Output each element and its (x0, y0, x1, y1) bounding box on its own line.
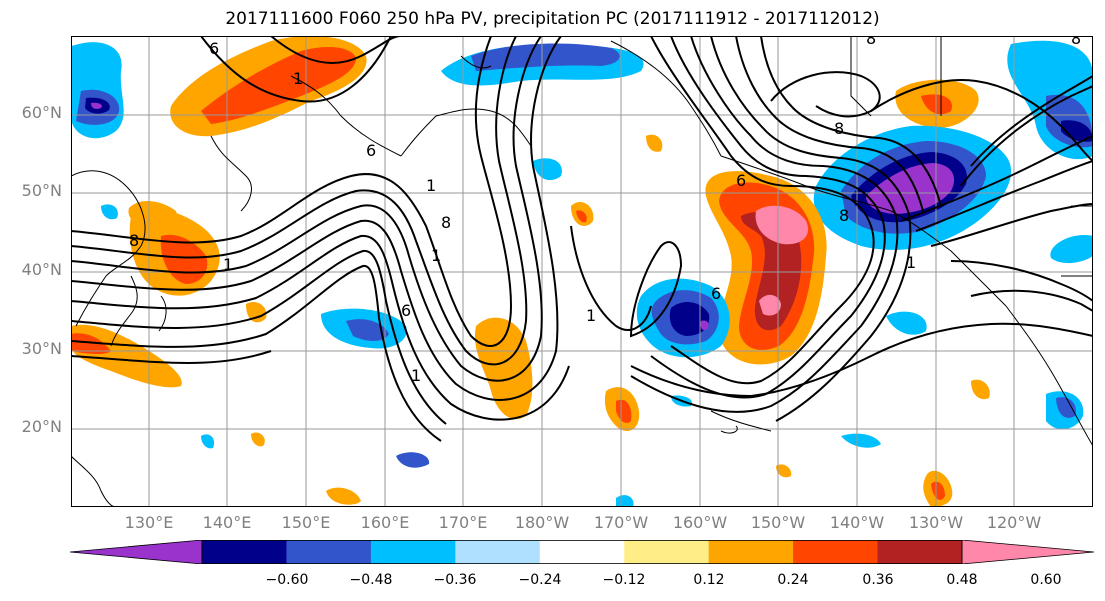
colorbar-tick: −0.12 (602, 572, 646, 588)
pv-contours (71, 36, 1093, 442)
contour-label: 6 (736, 171, 746, 190)
colorbar-segment (370, 540, 456, 564)
contour-label: 8 (441, 213, 451, 232)
lat-label-40n: 40°N (21, 260, 62, 279)
lat-label-60n: 60°N (21, 103, 62, 122)
contour-labels: 6 1 8 1 6 1 8 1 6 1 8 1 8 6 6 8 1 8 (129, 36, 1081, 385)
lon-label-160e: 160°E (360, 513, 410, 532)
colorbar-segment (202, 540, 287, 564)
contour-label: 1 (411, 366, 421, 385)
contour-label: 8 (839, 206, 849, 225)
lon-label-150e: 150°E (281, 513, 331, 532)
colorbar-segment (455, 540, 541, 564)
contour-label: 8 (129, 231, 139, 250)
colorbar-segment (286, 540, 372, 564)
contour-label: 1 (293, 69, 303, 88)
contour-label: 8 (866, 36, 876, 48)
colorbar-extend-low (70, 540, 203, 564)
lat-label-30n: 30°N (21, 339, 62, 358)
colorbar-segment (708, 540, 794, 564)
colorbar-tick: −0.24 (518, 572, 562, 588)
colorbar-segment (793, 540, 879, 564)
lon-label-130e: 130°E (124, 513, 174, 532)
colorbar-segment (539, 540, 625, 564)
lon-label-130w: 130°W (908, 513, 964, 532)
contour-label: 1 (426, 176, 436, 195)
lon-label-170w: 170°W (593, 513, 649, 532)
colorbar-tick: 0.12 (693, 572, 725, 588)
lon-label-150w: 150°W (750, 513, 806, 532)
lon-label-140w: 140°W (829, 513, 885, 532)
colorbar-tick: −0.60 (265, 572, 309, 588)
lon-label-120w: 120°W (986, 513, 1042, 532)
contour-label: 1 (223, 255, 233, 274)
colorbar-tick: 0.60 (1030, 572, 1062, 588)
contour-label: 1 (906, 253, 916, 272)
contour-label: 6 (366, 141, 376, 160)
lon-label-180w: 180°W (514, 513, 570, 532)
lon-label-170e: 170°E (438, 513, 488, 532)
colorbar-tick: 0.36 (862, 572, 894, 588)
contour-label: 1 (586, 306, 596, 325)
contour-label: 1 (431, 246, 441, 265)
colorbar-tick: −0.36 (433, 572, 477, 588)
map-panel: 6 1 8 1 6 1 8 1 6 1 8 1 8 6 6 8 1 8 (71, 36, 1093, 507)
lon-label-160w: 160°W (672, 513, 728, 532)
lat-label-20n: 20°N (21, 417, 62, 436)
contour-label: 6 (401, 301, 411, 320)
lat-label-50n: 50°N (21, 181, 62, 200)
contour-label: 8 (1071, 36, 1081, 48)
colorbar-segment (624, 540, 710, 564)
lon-label-140e: 140°E (202, 513, 252, 532)
colorbar-tick: 0.48 (946, 572, 978, 588)
contour-label: 6 (209, 39, 219, 58)
colorbar-extend-high (961, 540, 1094, 564)
contour-label: 8 (834, 119, 844, 138)
contour-label: 6 (711, 284, 721, 303)
colorbar-tick: 0.24 (777, 572, 809, 588)
colorbar (70, 540, 1094, 564)
colorbar-segment (877, 540, 963, 564)
map-title: 2017111600 F060 250 hPa PV, precipitatio… (225, 9, 880, 29)
colorbar-tick: −0.48 (349, 572, 393, 588)
